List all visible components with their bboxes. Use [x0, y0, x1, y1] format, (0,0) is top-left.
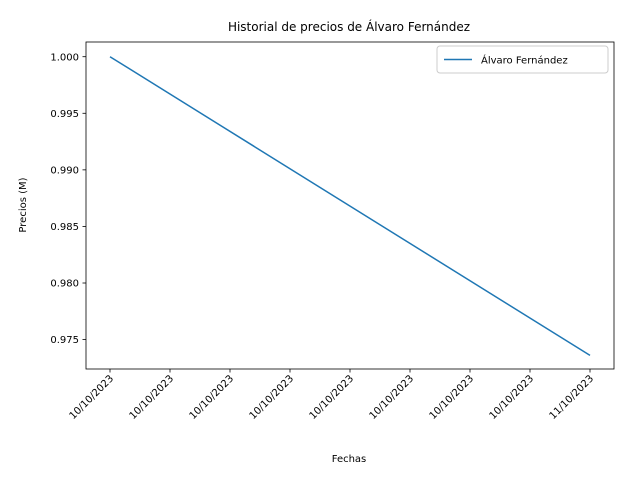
y-tick-label: 0.995 [50, 109, 79, 120]
y-tick-label: 0.990 [50, 165, 79, 176]
y-tick-label: 0.980 [50, 279, 79, 290]
y-tick-label: 1.000 [50, 52, 79, 63]
legend: Álvaro Fernández [436, 45, 609, 74]
y-tick-label: 0.975 [50, 335, 79, 346]
legend-frame [436, 45, 609, 74]
y-tick-label: 0.985 [50, 222, 79, 233]
y-axis-title: Precios (M) [18, 177, 29, 232]
legend-series-label: Álvaro Fernández [481, 54, 568, 67]
x-axis-title: Fechas [332, 454, 367, 465]
series-line-0 [109, 56, 591, 357]
chart-title: Historial de precios de Álvaro Fernández [228, 19, 470, 34]
